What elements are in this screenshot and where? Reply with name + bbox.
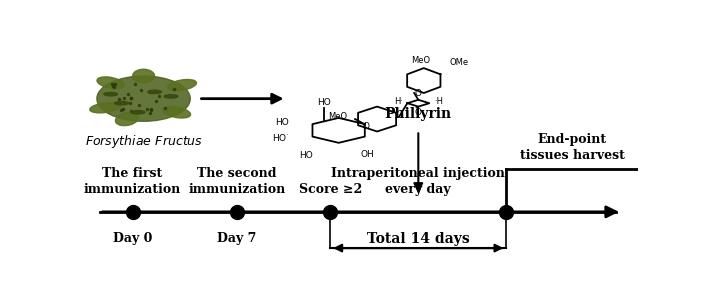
Text: Total 14 days: Total 14 days xyxy=(367,232,469,246)
Text: OMe: OMe xyxy=(450,58,469,67)
Ellipse shape xyxy=(116,112,139,126)
Text: HO: HO xyxy=(275,118,289,127)
Text: Intraperitoneal injection
every day: Intraperitoneal injection every day xyxy=(331,167,506,196)
Text: H·: H· xyxy=(394,97,403,106)
Text: O: O xyxy=(415,89,422,98)
Ellipse shape xyxy=(167,79,196,91)
Text: O: O xyxy=(362,122,369,131)
Ellipse shape xyxy=(133,69,155,83)
Ellipse shape xyxy=(104,92,118,96)
Ellipse shape xyxy=(97,77,124,89)
Text: MeO: MeO xyxy=(328,112,347,121)
Text: The first
immunization: The first immunization xyxy=(84,167,182,196)
Text: Day 0: Day 0 xyxy=(113,232,152,245)
Text: MeO: MeO xyxy=(411,56,430,65)
Text: Day 7: Day 7 xyxy=(217,232,257,245)
Ellipse shape xyxy=(131,111,145,114)
Text: OH: OH xyxy=(361,150,374,158)
Text: ·H: ·H xyxy=(434,97,442,106)
Text: End-point
tissues harvest: End-point tissues harvest xyxy=(520,133,625,162)
Text: O: O xyxy=(415,108,422,117)
Ellipse shape xyxy=(162,106,191,118)
Ellipse shape xyxy=(90,103,121,113)
Text: $\it{Forsythiae}$ $\it{Fructus}$: $\it{Forsythiae}$ $\it{Fructus}$ xyxy=(84,133,203,150)
Ellipse shape xyxy=(97,76,190,121)
Text: HO: HO xyxy=(317,98,330,107)
Text: Score ≥2: Score ≥2 xyxy=(298,183,362,196)
Text: The second
immunization: The second immunization xyxy=(189,167,286,196)
Text: HO$\mathregular{^{\cdot}}$: HO$\mathregular{^{\cdot}}$ xyxy=(272,132,289,143)
Ellipse shape xyxy=(147,90,162,93)
Ellipse shape xyxy=(115,101,128,105)
Text: Phillyrin: Phillyrin xyxy=(385,107,452,121)
Ellipse shape xyxy=(164,95,178,98)
Text: HO: HO xyxy=(298,151,313,160)
